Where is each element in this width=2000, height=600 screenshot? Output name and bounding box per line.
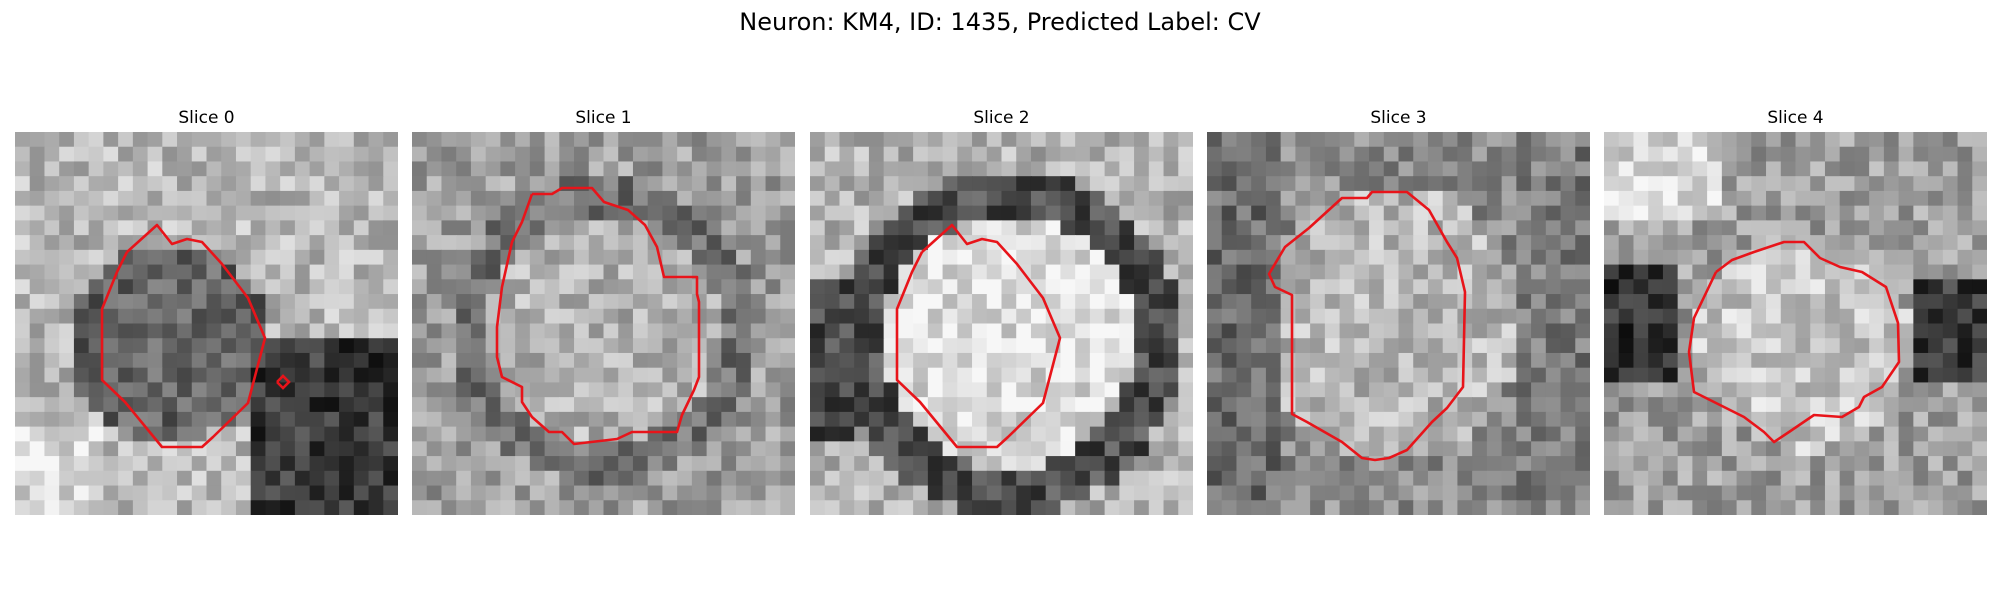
- slice-panel-0: Slice 0: [15, 106, 398, 515]
- segmentation-contour-3: [1267, 190, 1467, 462]
- slice-panel-2: Slice 2: [810, 106, 1193, 515]
- slice-title-3: Slice 3: [1370, 108, 1427, 128]
- slice-image-1: [412, 132, 795, 515]
- pixel-grid-0: [15, 132, 398, 515]
- pixel-grid-1: [412, 132, 795, 515]
- slice-image-0: [15, 132, 398, 515]
- figure-title: Neuron: KM4, ID: 1435, Predicted Label: …: [739, 8, 1261, 36]
- slice-image-2: [810, 132, 1193, 515]
- slice-title-0: Slice 0: [178, 108, 235, 128]
- pixel-grid-2: [810, 132, 1193, 515]
- slice-panel-4: Slice 4: [1604, 106, 1987, 515]
- pixel-grid-4: [1604, 132, 1987, 515]
- segmentation-contour-1: [495, 186, 701, 446]
- slice-image-4: [1604, 132, 1987, 515]
- slice-panel-1: Slice 1: [412, 106, 795, 515]
- slice-title-4: Slice 4: [1767, 108, 1824, 128]
- slice-title-1: Slice 1: [575, 108, 632, 128]
- segmentation-contour-4: [1687, 240, 1901, 444]
- segmentation-contour-small-0: [276, 374, 291, 390]
- slice-title-2: Slice 2: [973, 108, 1030, 128]
- pixel-grid-3: [1207, 132, 1590, 515]
- slice-panel-3: Slice 3: [1207, 106, 1590, 515]
- segmentation-contour-2: [895, 223, 1062, 449]
- segmentation-contour-0: [100, 223, 267, 449]
- slice-image-3: [1207, 132, 1590, 515]
